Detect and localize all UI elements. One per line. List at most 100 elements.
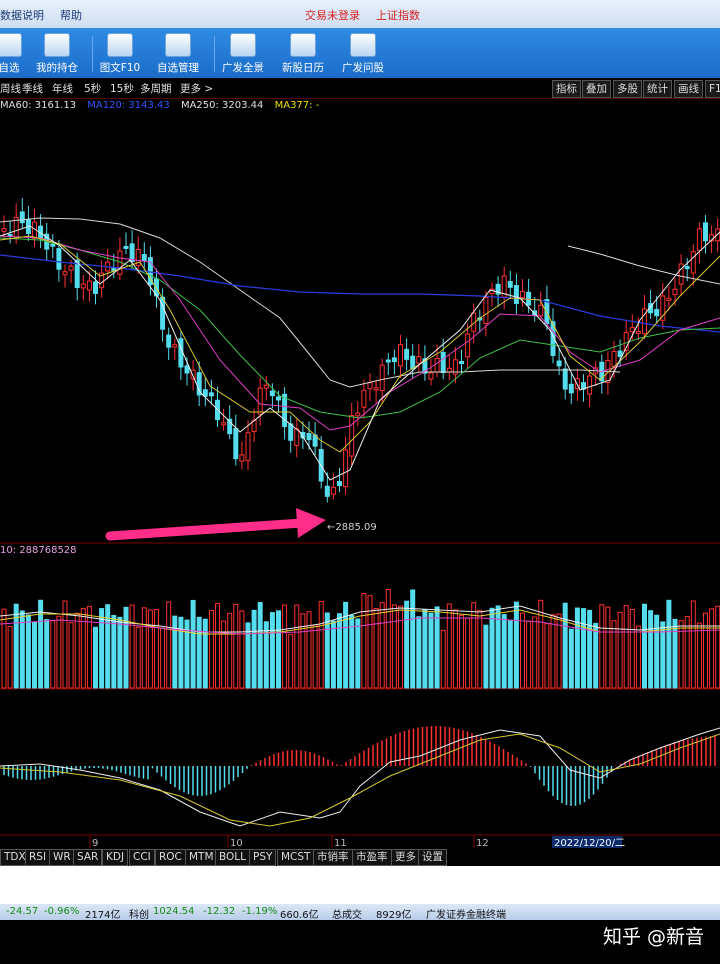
draw-line-button[interactable]: 画线	[674, 80, 703, 98]
menu-help[interactable]: 帮助	[60, 9, 82, 22]
period-multi[interactable]: 多周期	[140, 83, 172, 95]
f1-button[interactable]: F1	[705, 80, 720, 98]
tab-sar[interactable]: SAR	[73, 849, 103, 866]
volume-bar	[32, 621, 37, 689]
tab-rsi[interactable]: RSI	[25, 849, 51, 866]
candle-body	[300, 432, 306, 439]
arrow-head	[296, 508, 326, 538]
volume-bar	[550, 614, 556, 689]
volume-bar	[611, 620, 617, 689]
candle-body	[507, 281, 513, 288]
watchlist-icon	[0, 33, 22, 57]
f10-button[interactable]: 图文F10	[89, 31, 151, 77]
time-label-10: 10	[230, 838, 243, 849]
indicator-button[interactable]: 指标	[552, 80, 581, 98]
candle-body	[19, 211, 25, 224]
multi-stock-button[interactable]: 多股	[613, 80, 642, 98]
volume-bar	[184, 619, 190, 689]
candle-body	[239, 454, 245, 462]
volume-chart[interactable]	[0, 556, 720, 690]
volume-bar	[269, 612, 275, 689]
index-name: 上证指数	[376, 9, 420, 22]
candle-body	[550, 321, 556, 357]
candle-body	[86, 280, 92, 291]
ma-line-white-fast	[0, 225, 720, 481]
trade-login-status[interactable]: 交易未登录	[305, 9, 360, 22]
candle-body	[672, 288, 678, 296]
volume-bar	[501, 614, 507, 689]
volume-bar	[160, 627, 166, 689]
candle-body	[690, 251, 696, 274]
overlay-button[interactable]: 叠加	[582, 80, 611, 98]
watchlist-button[interactable]: 自选	[0, 31, 40, 77]
tab-tdx[interactable]: TDX	[0, 849, 30, 866]
macd-chart[interactable]: 9 10 11 12 2022/12/20/二	[0, 690, 720, 850]
tab-cci[interactable]: CCI	[129, 849, 155, 866]
status-bar: -24.57 -0.96% 2174亿 科创 1024.54 -12.32 -1…	[0, 904, 720, 921]
menu-data-desc[interactable]: 数据说明	[0, 9, 44, 22]
watchlist-manage-button[interactable]: 自选管理	[147, 31, 209, 77]
candle-body	[398, 344, 403, 367]
candle-body	[391, 357, 397, 363]
tab-mcst[interactable]: MCST	[277, 849, 315, 866]
volume-bar	[117, 616, 123, 689]
volume-bar	[129, 604, 135, 689]
volume-bar	[50, 620, 56, 689]
tab-more[interactable]: 更多	[391, 849, 420, 866]
ask-stock-button[interactable]: 广发问股	[332, 31, 394, 77]
period-more[interactable]: 更多 >	[180, 83, 214, 95]
volume-bar	[648, 610, 654, 689]
candlestick-chart[interactable]: ←2885.09	[0, 112, 720, 544]
volume-bar	[245, 622, 251, 689]
period-year[interactable]: 年线	[52, 83, 73, 95]
candle-body	[660, 295, 666, 321]
period-15s[interactable]: 15秒	[110, 83, 134, 95]
volume-bar	[605, 606, 611, 689]
tab-kdj[interactable]: KDJ	[102, 849, 129, 866]
candle-body	[196, 372, 202, 396]
candle-body	[611, 350, 617, 367]
volume-bar	[111, 614, 117, 689]
period-week[interactable]: 周线	[0, 83, 21, 95]
tab-settings[interactable]: 设置	[418, 849, 447, 866]
volume-bar	[263, 621, 269, 689]
volume-bar	[703, 612, 708, 689]
candle-body	[227, 418, 233, 435]
period-5s[interactable]: 5秒	[84, 83, 102, 95]
volume-bar	[288, 633, 294, 689]
volume-bar	[306, 611, 312, 689]
tab-wr[interactable]: WR	[49, 849, 75, 866]
candle-body	[221, 422, 227, 426]
tab-psy[interactable]: PSY	[249, 849, 277, 866]
tab-ps-ratio[interactable]: 市销率	[313, 849, 353, 866]
period-quarter[interactable]: 季线	[22, 83, 43, 95]
volume-bar	[562, 602, 568, 689]
volume-bar	[690, 600, 696, 689]
panorama-button[interactable]: 广发全景	[212, 31, 274, 77]
volume-bar	[422, 608, 428, 689]
statistics-button[interactable]: 统计	[643, 80, 672, 98]
volume-ma-magenta	[0, 617, 720, 635]
candle-body	[172, 344, 178, 348]
tab-boll[interactable]: BOLL	[215, 849, 250, 866]
volume-bar	[471, 602, 477, 689]
candle-body	[80, 283, 86, 289]
bottom-area	[0, 920, 720, 964]
volume-bar	[44, 619, 50, 689]
tab-roc[interactable]: ROC	[155, 849, 186, 866]
ipo-calendar-button[interactable]: 新股日历	[272, 31, 334, 77]
volume-bar	[105, 604, 111, 689]
volume-bar	[276, 610, 281, 689]
tab-pe-ratio[interactable]: 市盈率	[352, 849, 392, 866]
volume-bar	[373, 607, 379, 689]
tab-mtm[interactable]: MTM	[185, 849, 218, 866]
candle-body	[62, 271, 68, 276]
menu-bar: 数据说明 帮助 交易未登录 上证指数	[0, 0, 720, 28]
volume-bar	[80, 608, 86, 689]
candle-body	[324, 485, 330, 497]
volume-bar	[544, 623, 550, 689]
index2-change: -12.32	[203, 906, 236, 917]
holdings-button[interactable]: 我的持仓	[26, 31, 88, 77]
volume-bar	[507, 619, 513, 689]
volume-bar	[678, 620, 684, 689]
